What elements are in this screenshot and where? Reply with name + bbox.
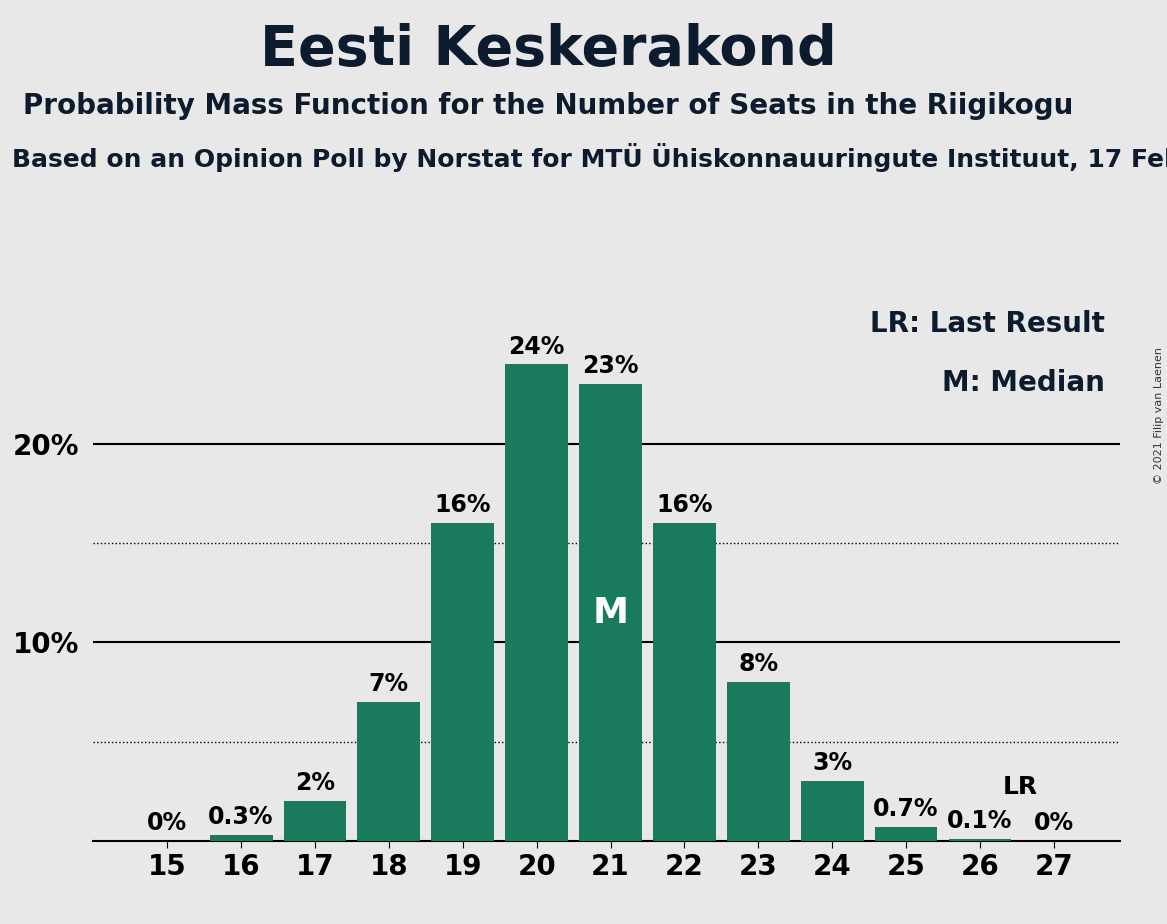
- Bar: [284, 801, 347, 841]
- Text: Probability Mass Function for the Number of Seats in the Riigikogu: Probability Mass Function for the Number…: [23, 92, 1074, 120]
- Text: 0%: 0%: [147, 811, 188, 835]
- Text: 0.7%: 0.7%: [873, 797, 938, 821]
- Text: 7%: 7%: [369, 672, 408, 696]
- Bar: [432, 523, 494, 841]
- Bar: [210, 835, 273, 841]
- Bar: [874, 827, 937, 841]
- Text: Based on an Opinion Poll by Norstat for MTÜ Ühiskonnauuringute Instituut, 17 Feb: Based on an Opinion Poll by Norstat for …: [12, 143, 1167, 172]
- Text: 0%: 0%: [1034, 811, 1074, 835]
- Text: © 2021 Filip van Laenen: © 2021 Filip van Laenen: [1154, 347, 1163, 484]
- Text: Eesti Keskerakond: Eesti Keskerakond: [260, 23, 837, 77]
- Bar: [579, 384, 642, 841]
- Text: 2%: 2%: [295, 772, 335, 796]
- Bar: [505, 364, 568, 841]
- Bar: [801, 782, 864, 841]
- Text: M: M: [593, 596, 629, 629]
- Text: 24%: 24%: [509, 334, 565, 359]
- Text: M: Median: M: Median: [942, 370, 1105, 397]
- Text: LR: Last Result: LR: Last Result: [871, 310, 1105, 338]
- Text: LR: LR: [1002, 775, 1039, 799]
- Bar: [727, 682, 790, 841]
- Bar: [357, 702, 420, 841]
- Text: 3%: 3%: [812, 751, 852, 775]
- Text: 23%: 23%: [582, 355, 638, 378]
- Text: 0.1%: 0.1%: [948, 808, 1013, 833]
- Text: 16%: 16%: [434, 493, 491, 517]
- Text: 8%: 8%: [739, 652, 778, 676]
- Text: 16%: 16%: [656, 493, 713, 517]
- Bar: [654, 523, 715, 841]
- Bar: [949, 839, 1012, 841]
- Text: 0.3%: 0.3%: [209, 805, 274, 829]
